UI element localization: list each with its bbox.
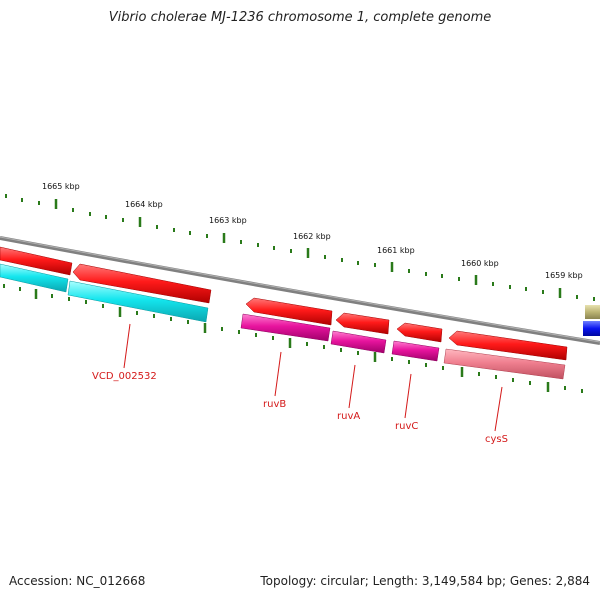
inner-tick-ring	[3, 284, 583, 393]
gene-label-ruvA: ruvA	[337, 411, 360, 422]
gene-blue[interactable]	[583, 321, 600, 336]
accession-label: Accession: NC_012668	[9, 574, 146, 588]
gene-track2-ruvB[interactable]	[240, 313, 331, 342]
gene-track2-cyan-1[interactable]	[0, 263, 69, 293]
gene-label-ruvB: ruvB	[263, 399, 286, 410]
gene-track2-cysS[interactable]	[443, 348, 566, 380]
gene-label-cysS: cysS	[485, 434, 508, 445]
gene-forward-1[interactable]	[0, 246, 73, 276]
scale-label-1662: 1662 kbp	[293, 232, 331, 241]
gene-track2-ruvC[interactable]	[391, 340, 440, 362]
gene-olive[interactable]	[585, 305, 600, 319]
scale-label-1659: 1659 kbp	[545, 271, 583, 280]
scale-label-1660: 1660 kbp	[461, 259, 499, 268]
gene-forward-cysS[interactable]	[448, 330, 568, 361]
map-title: Vibrio cholerae MJ-1236 chromosome 1, co…	[108, 10, 492, 25]
scale-label-1661: 1661 kbp	[377, 246, 415, 255]
second-track-genes	[0, 263, 566, 380]
genome-summary: Topology: circular; Length: 3,149,584 bp…	[260, 574, 590, 588]
gene-forward-ruvC[interactable]	[396, 322, 443, 343]
gene-forward-ruvA[interactable]	[335, 312, 390, 335]
chromosome-backbone	[0, 236, 600, 345]
gene-track2-cyan-2[interactable]	[67, 280, 209, 323]
outer-tick-ring	[5, 194, 595, 301]
scale-label-1664: 1664 kbp	[125, 200, 163, 209]
gene-forward-2[interactable]	[72, 263, 212, 304]
gene-forward-ruvB[interactable]	[245, 297, 333, 326]
scale-label-1663: 1663 kbp	[209, 216, 247, 225]
scale-label-1665: 1665 kbp	[42, 182, 80, 191]
gene-label-VCD_002532: VCD_002532	[92, 371, 157, 382]
gene-label-ruvC: ruvC	[395, 421, 418, 432]
forward-strand-genes	[0, 246, 600, 361]
gene-track2-ruvA[interactable]	[330, 330, 387, 354]
gene-label-leaders	[123, 323, 503, 432]
